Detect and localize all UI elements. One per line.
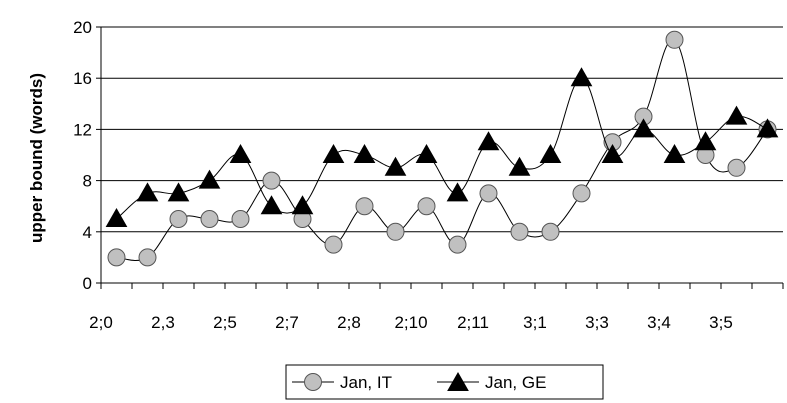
triangle-point	[384, 156, 407, 176]
triangle-point	[322, 143, 345, 163]
x-tick-label: 2;10	[394, 313, 427, 332]
circle-point	[510, 222, 529, 241]
triangle-point	[725, 105, 748, 125]
legend: Jan, IT Jan, GE	[285, 364, 604, 400]
y-tick-label: 8	[83, 172, 92, 191]
circle-point	[448, 235, 467, 254]
triangle-point	[508, 156, 531, 176]
y-tick-label: 12	[73, 120, 92, 139]
legend-circle-marker	[304, 373, 322, 391]
y-tick-label: 20	[73, 18, 92, 37]
triangle-point	[694, 131, 717, 151]
circle-point	[200, 210, 219, 228]
x-tick-label: 2;7	[275, 313, 299, 332]
triangle-point	[291, 195, 314, 215]
y-tick-label: 0	[83, 274, 92, 293]
circle-point	[324, 235, 343, 254]
series-line	[116, 77, 768, 220]
y-axis-title: upper bound (words)	[27, 73, 46, 243]
circle-point	[727, 158, 746, 177]
legend-label: Jan, GE	[485, 373, 546, 392]
x-tick-label: 2,3	[151, 313, 175, 332]
triangle-point	[570, 67, 593, 87]
x-tick-label: 2;8	[337, 313, 361, 332]
circle-point	[386, 222, 405, 241]
triangle-point	[539, 143, 562, 163]
y-tick-label: 4	[83, 223, 92, 242]
triangle-point	[260, 195, 283, 215]
triangle-point	[632, 118, 655, 138]
legend-triangle-marker	[447, 371, 469, 391]
y-tick-labels: 0 4 8 12 16 20	[73, 18, 92, 293]
legend-label: Jan, IT	[340, 373, 392, 392]
triangle-point	[663, 143, 686, 163]
triangle-point	[601, 143, 624, 163]
circle-point	[231, 210, 250, 228]
circle-point	[572, 184, 591, 203]
triangle-point	[198, 169, 221, 189]
x-tick-label: 3;5	[709, 313, 733, 332]
triangle-point	[477, 131, 500, 151]
circle-point	[541, 222, 560, 241]
y-tick-label: 16	[73, 69, 92, 88]
x-tick-label: 2;11	[457, 313, 489, 332]
circle-point	[417, 197, 436, 216]
triangle-point	[415, 143, 438, 163]
triangle-point	[105, 207, 128, 227]
triangle-point	[167, 182, 190, 202]
x-tick-label: 2;0	[89, 313, 113, 332]
circle-point	[262, 171, 281, 190]
triangle-point	[136, 182, 159, 202]
x-tick-label: 3;1	[523, 313, 547, 332]
series-line	[116, 39, 768, 261]
series-circle	[107, 30, 777, 267]
triangle-point	[353, 143, 376, 163]
circle-point	[107, 248, 126, 267]
axes	[96, 26, 784, 289]
circle-point	[138, 248, 157, 267]
series-triangle	[105, 67, 779, 227]
x-tick-label: 2;5	[213, 313, 237, 332]
circle-point	[169, 210, 188, 228]
circle-point	[665, 30, 684, 49]
triangle-point	[229, 143, 252, 163]
x-tick-label: 3;4	[647, 313, 671, 332]
series	[105, 30, 779, 267]
circle-point	[355, 197, 374, 216]
x-tick-label: 3;3	[585, 313, 609, 332]
gridlines	[101, 26, 783, 233]
circle-point	[479, 184, 498, 203]
triangle-point	[756, 118, 779, 138]
x-tick-labels: 2;0 2,3 2;5 2;7 2;8 2;10 2;11 3;1 3;3 3;4 3;5	[89, 313, 733, 332]
triangle-point	[446, 182, 469, 202]
